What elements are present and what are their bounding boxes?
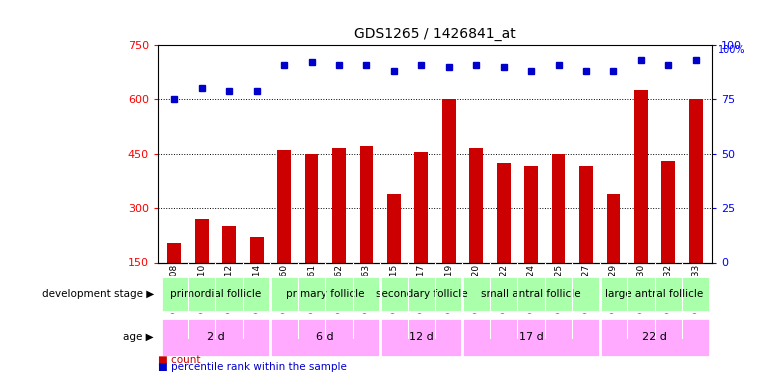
Bar [551, 154, 565, 317]
Title: GDS1265 / 1426841_at: GDS1265 / 1426841_at [354, 27, 516, 41]
Text: large antral follicle: large antral follicle [605, 290, 704, 299]
Bar [270, 276, 380, 312]
Bar [249, 237, 263, 317]
Bar [579, 166, 593, 317]
Text: secondary follicle: secondary follicle [376, 290, 467, 299]
Bar [195, 219, 209, 317]
Bar [270, 318, 380, 357]
Text: ■ count: ■ count [158, 355, 200, 365]
Bar [167, 243, 181, 317]
Text: age ▶: age ▶ [123, 333, 154, 342]
Bar [600, 276, 709, 312]
Bar [387, 194, 400, 317]
Bar [414, 152, 428, 317]
Bar [463, 318, 600, 357]
Text: small antral follicle: small antral follicle [481, 290, 581, 299]
Text: 12 d: 12 d [409, 333, 434, 342]
Text: primary follicle: primary follicle [286, 290, 364, 299]
Text: ■ percentile rank within the sample: ■ percentile rank within the sample [158, 363, 346, 372]
Bar [380, 276, 463, 312]
Bar [305, 154, 319, 317]
Bar [497, 163, 511, 317]
Bar [223, 226, 236, 317]
Text: development stage ▶: development stage ▶ [42, 290, 154, 299]
Bar [470, 148, 483, 317]
Text: 100%: 100% [718, 45, 745, 55]
Bar [463, 276, 600, 312]
Bar [161, 318, 270, 357]
Bar [360, 147, 373, 317]
Bar [161, 276, 270, 312]
Text: 22 d: 22 d [642, 333, 667, 342]
Bar [380, 318, 463, 357]
Bar [442, 99, 456, 317]
Bar [277, 150, 291, 317]
Bar [524, 166, 538, 317]
Text: 6 d: 6 d [316, 333, 334, 342]
Bar [600, 318, 709, 357]
Bar [661, 161, 675, 317]
Bar [332, 148, 346, 317]
Text: 17 d: 17 d [519, 333, 544, 342]
Bar [689, 99, 703, 317]
Text: 2 d: 2 d [206, 333, 224, 342]
Bar [607, 194, 621, 317]
Text: primordial follicle: primordial follicle [170, 290, 261, 299]
Bar [634, 90, 648, 317]
